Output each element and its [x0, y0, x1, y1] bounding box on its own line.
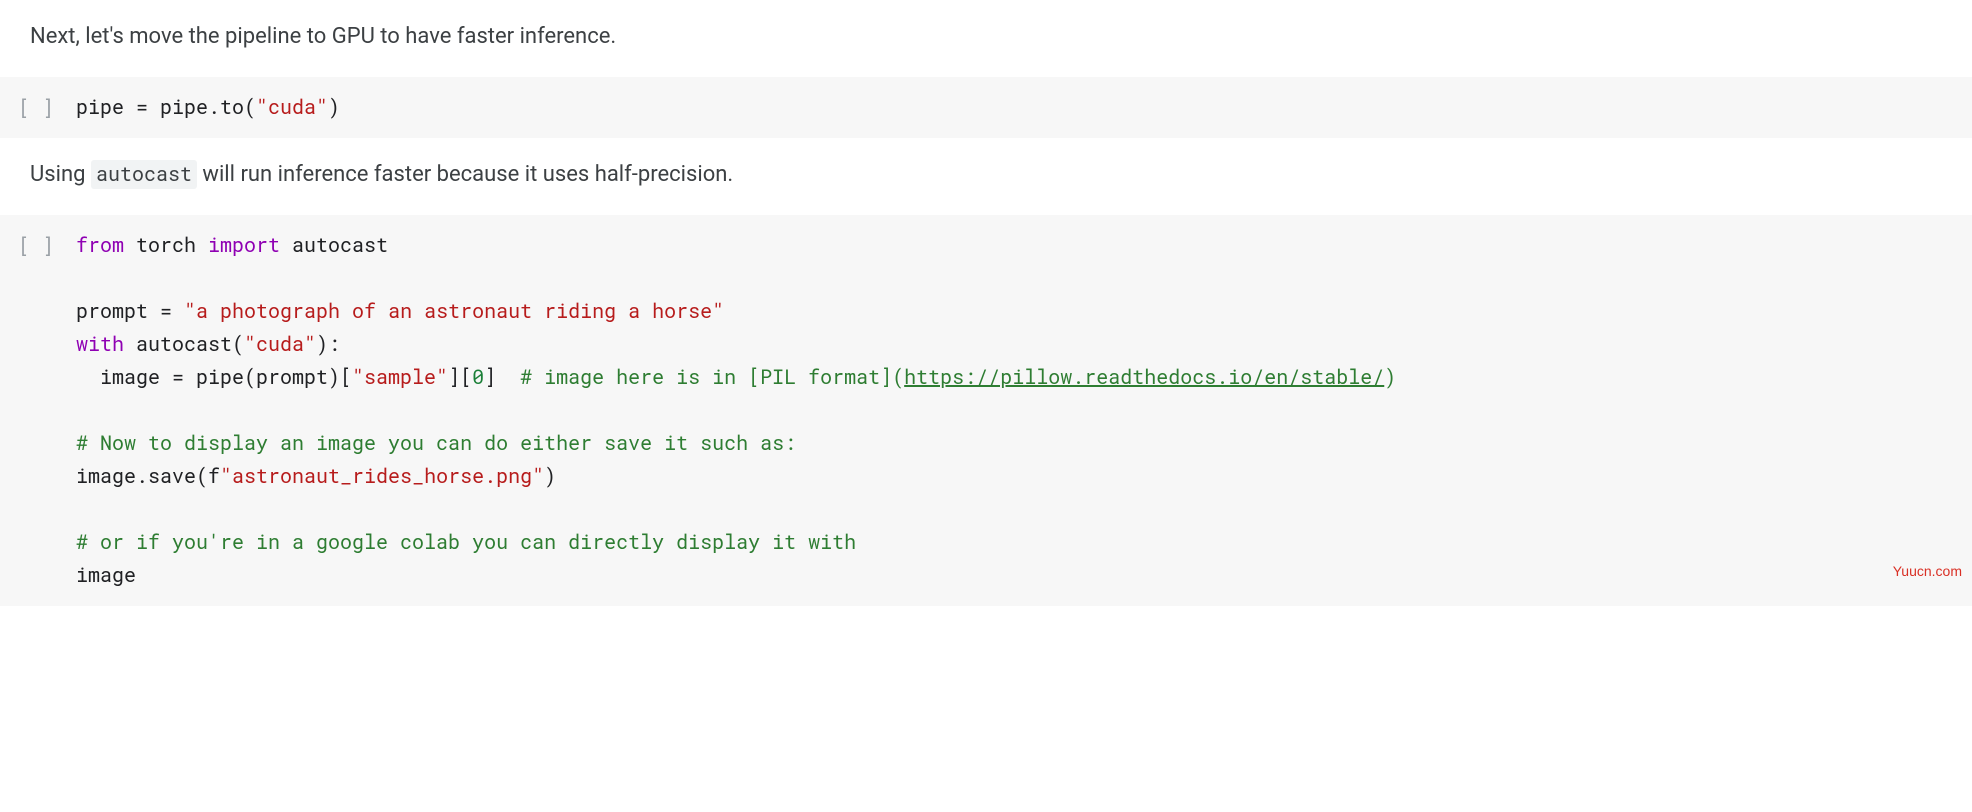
code-token: ]	[484, 364, 520, 390]
watermark: Yuucn.com	[1893, 561, 1962, 582]
code-token: "a photograph of an astronaut riding a h…	[184, 298, 724, 324]
code-editor-2[interactable]: from torch import autocast prompt = "a p…	[76, 229, 1968, 592]
code-token: prompt =	[76, 298, 184, 324]
code-token: ):	[316, 331, 340, 357]
text-cell-1-content: Next, let's move the pipeline to GPU to …	[30, 20, 1942, 53]
notebook: Next, let's move the pipeline to GPU to …	[0, 0, 1972, 606]
text-cell-2-content: Using autocast will run inference faster…	[30, 158, 1942, 191]
code-token: from	[76, 232, 124, 258]
code-token: image	[76, 562, 136, 588]
code-token: "astronaut_rides_horse.png"	[220, 463, 544, 489]
code-token: autocast	[280, 232, 388, 258]
code-token: torch	[124, 232, 208, 258]
code-token: )	[328, 94, 340, 120]
text-span: Using	[30, 162, 91, 187]
code-token: 0	[472, 364, 484, 390]
text-span: will run inference faster because it use…	[197, 162, 733, 187]
code-token: import	[208, 232, 280, 258]
code-cell-1[interactable]: [ ] pipe = pipe.to("cuda")	[0, 77, 1972, 138]
code-cell-2[interactable]: [ ] from torch import autocast prompt = …	[0, 215, 1972, 606]
code-token: image = pipe(prompt)[	[76, 364, 352, 390]
code-token: autocast(	[124, 331, 244, 357]
inline-code: autocast	[91, 160, 197, 189]
code-token: # Now to display an image you can do eit…	[76, 430, 796, 456]
text-cell-1: Next, let's move the pipeline to GPU to …	[0, 0, 1972, 77]
code-token: )	[544, 463, 556, 489]
text-cell-2: Using autocast will run inference faster…	[0, 138, 1972, 215]
code-token: "cuda"	[256, 94, 328, 120]
code-token: image.save(f	[76, 463, 220, 489]
comment-text: )	[1384, 364, 1396, 390]
cell-gutter[interactable]: [ ]	[4, 229, 76, 592]
code-token: "cuda"	[244, 331, 316, 357]
code-token: with	[76, 331, 124, 357]
code-token: "sample"	[352, 364, 448, 390]
comment-text: # image here is in [PIL format](	[520, 364, 904, 390]
cell-gutter[interactable]: [ ]	[4, 91, 76, 124]
code-editor-1[interactable]: pipe = pipe.to("cuda")	[76, 91, 1968, 124]
comment-link[interactable]: https://pillow.readthedocs.io/en/stable/	[904, 364, 1384, 390]
code-token: # or if you're in a google colab you can…	[76, 529, 868, 555]
code-token: pipe = pipe.to(	[76, 94, 256, 120]
code-token: ][	[448, 364, 472, 390]
code-token: # image here is in [PIL format](https://…	[520, 364, 1396, 390]
